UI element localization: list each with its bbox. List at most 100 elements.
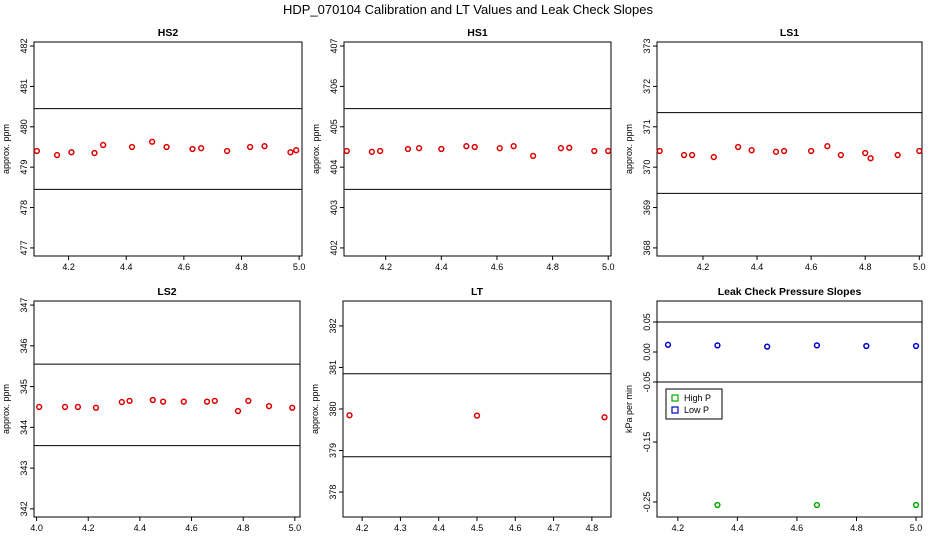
- y-tick-label: 402: [329, 240, 339, 255]
- panel-2: HS1 4.2 4.4 4.6 4.8 5.0 402 403 404 405 406 407 appr…: [311, 27, 614, 272]
- y-tick-label: 372: [642, 79, 652, 94]
- legend-box: [665, 388, 723, 420]
- y-tick-label: -0.05: [642, 372, 652, 393]
- y-tick-label: 346: [19, 338, 29, 353]
- data-point: [780, 147, 788, 155]
- y-axis-label: approx. ppm: [310, 384, 320, 434]
- data-point: [471, 143, 478, 151]
- x-tick-label: 4.4: [751, 262, 764, 272]
- x-tick-label: 4.8: [237, 523, 250, 533]
- data-point: [189, 145, 196, 153]
- x-tick-label: 4.4: [134, 523, 147, 533]
- data-point: [92, 404, 100, 411]
- data-point: [377, 147, 384, 155]
- y-axis-label: approx. ppm: [1, 384, 11, 434]
- data-point: [529, 152, 537, 160]
- x-tick-label: 4.8: [235, 262, 248, 272]
- data-point: [680, 151, 688, 159]
- x-tick-label: 4.4: [120, 262, 133, 272]
- x-tick-label: 4.8: [586, 523, 599, 533]
- x-tick-label: 4.2: [356, 523, 369, 533]
- panel-5: LT 4.2 4.3 4.4 4.5 4.6 4.7 4.8 378 379 380 381 382 ap…: [310, 286, 612, 533]
- data-point: [912, 501, 920, 509]
- data-point: [100, 141, 107, 149]
- data-point: [656, 147, 663, 155]
- data-point: [894, 151, 901, 159]
- y-tick-label: 403: [329, 200, 339, 215]
- plot-frame: [33, 41, 303, 257]
- panel-title: LS1: [780, 27, 799, 39]
- x-tick-label: 4.8: [859, 262, 872, 272]
- data-point: [68, 149, 75, 156]
- y-tick-label: 405: [329, 119, 339, 134]
- data-point: [714, 342, 721, 349]
- data-point: [710, 153, 717, 161]
- data-point: [53, 151, 61, 159]
- plot-frame: [33, 300, 301, 518]
- data-point: [287, 149, 294, 156]
- y-tick-label: 404: [329, 160, 339, 175]
- x-tick-label: 5.0: [913, 262, 926, 272]
- data-point: [289, 404, 296, 411]
- data-point: [261, 143, 268, 150]
- data-point: [223, 147, 231, 155]
- y-axis-label: approx. ppm: [624, 124, 634, 174]
- data-point: [36, 403, 43, 411]
- data-point: [61, 403, 69, 411]
- data-point: [591, 147, 598, 155]
- y-tick-label: 478: [19, 200, 29, 215]
- y-tick-label: 407: [329, 39, 339, 54]
- panel-title: LS2: [157, 286, 176, 298]
- data-point: [714, 501, 721, 509]
- x-tick-label: 4.2: [62, 262, 75, 272]
- data-point: [867, 155, 874, 162]
- panel-1: HS2 4.2 4.4 4.6 4.8 5.0 477 478 479 480 481 482 appr…: [1, 27, 305, 272]
- y-tick-label: 481: [19, 79, 29, 94]
- panel-title: HS2: [158, 27, 179, 39]
- x-tick-label: 4.6: [178, 262, 191, 272]
- legend-marker: [671, 394, 679, 402]
- x-tick-label: 4.5: [471, 523, 484, 533]
- x-tick-label: 4.4: [435, 262, 448, 272]
- y-tick-label: 482: [19, 39, 29, 54]
- x-tick-label: 4.6: [791, 523, 804, 533]
- data-point: [862, 149, 869, 157]
- y-tick-label: 370: [642, 160, 652, 175]
- data-point: [163, 143, 170, 151]
- x-tick-label: 4.2: [379, 262, 392, 272]
- y-tick-label: -0.15: [642, 432, 652, 453]
- data-point: [245, 397, 252, 404]
- y-axis-label: kPa per min: [624, 385, 634, 433]
- data-point: [764, 343, 771, 350]
- y-tick-label: -0.25: [642, 492, 652, 513]
- data-point: [211, 397, 218, 404]
- y-axis-label: approx. ppm: [1, 124, 11, 174]
- x-tick-label: 4.2: [697, 262, 710, 272]
- data-point: [265, 402, 273, 410]
- x-tick-label: 4.6: [509, 523, 522, 533]
- panel-6: Leak Check Pressure Slopes 4.2 4.4 4.6 4.8 5.…: [624, 286, 923, 533]
- figure-title: HDP_070104 Calibration and LT Values and…: [282, 2, 654, 17]
- x-tick-label: 4.0: [30, 523, 43, 533]
- legend-marker: [671, 406, 679, 414]
- plot-frame: [342, 300, 612, 518]
- data-point: [346, 412, 353, 419]
- plot-frame: [656, 41, 923, 257]
- x-tick-label: 4.6: [805, 262, 818, 272]
- data-point: [748, 147, 755, 154]
- data-point: [438, 145, 445, 153]
- y-tick-label: 381: [328, 360, 338, 375]
- y-tick-label: 378: [328, 485, 338, 500]
- data-point: [246, 143, 254, 151]
- y-tick-label: 343: [19, 461, 29, 476]
- x-tick-label: 5.0: [289, 523, 302, 533]
- x-tick-label: 4.2: [672, 523, 685, 533]
- data-point: [149, 138, 156, 145]
- data-point: [33, 147, 41, 155]
- x-tick-label: 4.2: [82, 523, 95, 533]
- panel-title: HS1: [467, 27, 488, 39]
- y-tick-label: 344: [19, 420, 29, 435]
- y-tick-label: 345: [19, 379, 29, 394]
- x-tick-label: 4.6: [185, 523, 198, 533]
